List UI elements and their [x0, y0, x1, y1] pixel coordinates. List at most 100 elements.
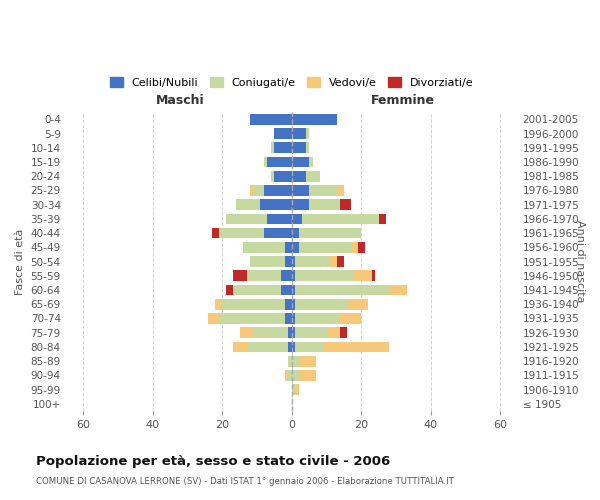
Bar — [292, 270, 295, 281]
Bar — [302, 214, 379, 224]
Bar — [299, 356, 316, 366]
Bar — [295, 384, 299, 395]
Bar — [208, 313, 219, 324]
Bar — [340, 313, 361, 324]
Bar — [233, 342, 247, 352]
Bar — [285, 242, 292, 252]
Bar — [285, 299, 292, 310]
Bar — [281, 284, 292, 296]
Bar — [351, 242, 358, 252]
Bar — [247, 270, 281, 281]
Bar — [292, 185, 309, 196]
Bar — [292, 299, 295, 310]
Bar — [219, 313, 285, 324]
Bar — [292, 142, 305, 153]
Bar — [292, 114, 337, 124]
Bar — [309, 200, 340, 210]
Y-axis label: Anni di nascita: Anni di nascita — [575, 220, 585, 303]
Bar — [233, 270, 247, 281]
Bar — [260, 200, 292, 210]
Bar — [292, 156, 309, 168]
Bar — [243, 242, 285, 252]
Bar — [212, 228, 219, 238]
Bar — [219, 228, 264, 238]
Bar — [250, 256, 285, 267]
Bar — [264, 156, 268, 168]
Bar — [274, 171, 292, 181]
Text: COMUNE DI CASANOVA LERRONE (SV) - Dati ISTAT 1° gennaio 2006 - Elaborazione TUTT: COMUNE DI CASANOVA LERRONE (SV) - Dati I… — [36, 478, 454, 486]
Bar — [281, 270, 292, 281]
Bar — [292, 384, 295, 395]
Bar — [295, 313, 340, 324]
Bar — [305, 128, 309, 139]
Bar — [340, 200, 351, 210]
Bar — [292, 342, 295, 352]
Bar — [292, 313, 295, 324]
Bar — [295, 299, 347, 310]
Bar — [233, 284, 281, 296]
Bar — [330, 256, 337, 267]
Bar — [268, 156, 292, 168]
Bar — [285, 313, 292, 324]
Text: Popolazione per età, sesso e stato civile - 2006: Popolazione per età, sesso e stato civil… — [36, 455, 390, 468]
Bar — [292, 128, 305, 139]
Bar — [309, 156, 313, 168]
Bar — [323, 342, 389, 352]
Bar — [292, 228, 299, 238]
Bar — [340, 328, 347, 338]
Bar — [271, 142, 274, 153]
Bar — [389, 284, 407, 296]
Bar — [295, 256, 330, 267]
Bar — [372, 270, 375, 281]
Bar — [250, 185, 253, 196]
Bar — [247, 342, 288, 352]
Bar — [292, 356, 299, 366]
Bar — [288, 356, 292, 366]
Bar — [292, 214, 302, 224]
Bar — [226, 284, 233, 296]
Bar — [299, 370, 316, 380]
Bar — [295, 270, 355, 281]
Bar — [215, 299, 222, 310]
Bar — [379, 214, 386, 224]
Bar — [268, 214, 292, 224]
Bar — [292, 171, 305, 181]
Bar — [264, 185, 292, 196]
Bar — [239, 328, 253, 338]
Bar — [236, 200, 260, 210]
Bar — [292, 284, 295, 296]
Bar — [226, 214, 268, 224]
Bar — [305, 171, 320, 181]
Bar — [292, 200, 309, 210]
Bar — [347, 299, 368, 310]
Bar — [288, 328, 292, 338]
Bar — [305, 142, 309, 153]
Bar — [274, 128, 292, 139]
Bar — [358, 242, 365, 252]
Bar — [264, 228, 292, 238]
Bar — [292, 328, 295, 338]
Bar — [337, 185, 344, 196]
Bar — [295, 284, 389, 296]
Bar — [253, 185, 264, 196]
Text: Maschi: Maschi — [156, 94, 205, 107]
Bar — [292, 370, 299, 380]
Bar — [288, 342, 292, 352]
Y-axis label: Fasce di età: Fasce di età — [15, 228, 25, 295]
Bar — [326, 328, 340, 338]
Bar — [337, 256, 344, 267]
Bar — [285, 370, 288, 380]
Legend: Celibi/Nubili, Coniugati/e, Vedovi/e, Divorziati/e: Celibi/Nubili, Coniugati/e, Vedovi/e, Di… — [105, 73, 478, 92]
Text: Femmine: Femmine — [371, 94, 435, 107]
Bar — [309, 185, 337, 196]
Bar — [274, 142, 292, 153]
Bar — [253, 328, 288, 338]
Bar — [295, 342, 323, 352]
Bar — [285, 256, 292, 267]
Bar — [250, 114, 292, 124]
Bar — [271, 171, 274, 181]
Bar — [288, 370, 292, 380]
Bar — [299, 228, 361, 238]
Bar — [355, 270, 372, 281]
Bar — [292, 242, 299, 252]
